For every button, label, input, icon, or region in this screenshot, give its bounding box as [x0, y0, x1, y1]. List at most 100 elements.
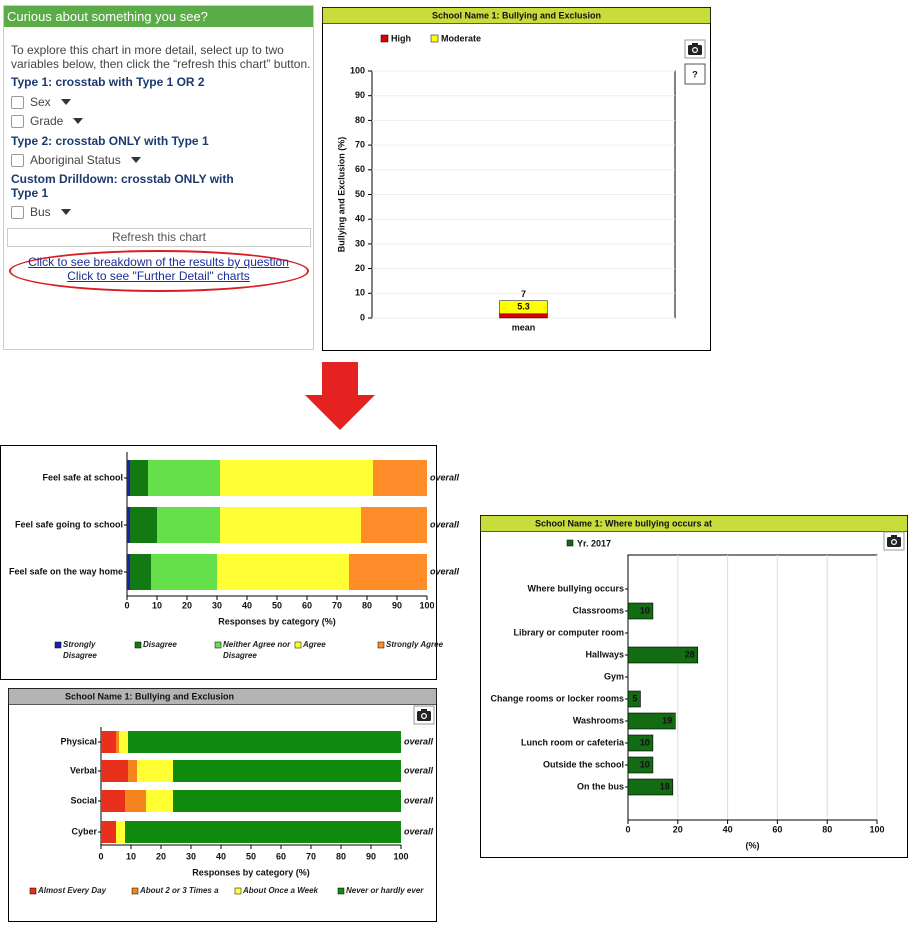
y-tick-label: Lunch room or cafeteria [521, 737, 625, 747]
value-label: 18 [660, 781, 670, 791]
dropdown-arrow[interactable] [60, 209, 71, 215]
legend-label: Moderate [441, 33, 481, 43]
row-label: overall [430, 566, 460, 576]
bar [128, 731, 401, 753]
camera-button[interactable] [883, 531, 905, 551]
link[interactable]: Click to see breakdown of the results by… [28, 255, 289, 269]
row-label: overall [404, 736, 434, 746]
help-icon: ? [692, 69, 698, 79]
refresh-button[interactable]: Refresh this chart [7, 228, 311, 247]
link[interactable]: Click to see "Further Detail" charts [67, 269, 250, 283]
x-tick-label: 20 [156, 851, 166, 861]
bar [151, 554, 217, 590]
x-tick-label: 80 [362, 600, 372, 610]
legend-item: Disagree [143, 640, 177, 649]
y-tick-label: Physical [60, 736, 97, 746]
checkbox[interactable] [11, 114, 24, 128]
bar [127, 460, 130, 496]
camera-icon [421, 713, 427, 719]
chart-frame [8, 688, 437, 922]
y-tick-label: 90 [355, 90, 365, 100]
camera-icon [892, 540, 896, 544]
x-tick-label: 0 [98, 851, 103, 861]
legend-swatch [380, 34, 389, 43]
checkbox[interactable] [11, 205, 24, 219]
option[interactable]: Aboriginal Status [11, 153, 141, 167]
value-label: 10 [640, 737, 650, 747]
bar [119, 731, 128, 753]
bar [627, 690, 641, 708]
y-tick-label: Outside the school [543, 759, 624, 769]
legend-item: Never or hardly ever [346, 886, 423, 895]
bar [127, 507, 130, 543]
bar [217, 554, 349, 590]
highlight-oval [9, 250, 309, 292]
y-tick-label: Where bullying occurs [527, 583, 624, 593]
value-label: 28 [685, 649, 695, 659]
option[interactable]: Sex [11, 95, 71, 109]
y-tick-label: 10 [355, 288, 365, 298]
dropdown-arrow[interactable] [60, 99, 71, 105]
option[interactable]: Bus [11, 205, 71, 219]
chart-title: School Name 1: Where bullying occurs at [535, 518, 712, 528]
checkbox[interactable] [11, 95, 24, 109]
legend-item: Agree [303, 640, 326, 649]
legend-swatch [54, 641, 62, 649]
option[interactable]: Grade [11, 114, 84, 128]
y-tick-label: Change rooms or locker rooms [490, 693, 624, 703]
chart-frame [480, 515, 908, 858]
legend-item: Almost Every Day [38, 886, 106, 895]
option-label: Grade [30, 114, 64, 128]
x-tick-label: 40 [242, 600, 252, 610]
bar [627, 602, 654, 620]
x-tick-label: 20 [182, 600, 192, 610]
legend-label: Disagree [143, 640, 177, 649]
row-label: overall [404, 795, 434, 805]
bar [349, 554, 427, 590]
y-tick-label: 70 [355, 139, 365, 149]
x-axis-label: Responses by category (%) [218, 616, 336, 626]
bar-segment [499, 313, 548, 319]
group-heading: Type 1: crosstab with Type 1 OR 2 [11, 75, 205, 89]
camera-icon [692, 47, 698, 53]
drilldown-panel: Curious about something you see? To expl… [3, 5, 314, 350]
y-tick-label: 80 [355, 115, 365, 125]
camera-button[interactable] [413, 705, 435, 725]
camera-icon [887, 537, 901, 547]
dropdown-arrow[interactable] [73, 118, 84, 124]
bar [148, 460, 220, 496]
legend-label: Neither Agree nor Disagree [223, 640, 291, 660]
dropdown-arrow[interactable] [130, 157, 141, 163]
camera-button[interactable] [684, 39, 706, 59]
legend-swatch [294, 641, 302, 649]
bar [101, 731, 116, 753]
bar [157, 507, 220, 543]
chart-header [480, 515, 908, 532]
bar [173, 760, 401, 782]
legend-swatch [337, 887, 345, 895]
group-heading: Type 2: crosstab ONLY with Type 1 [11, 134, 209, 148]
chart-title: School Name 1: Bullying and Exclusion [65, 691, 234, 701]
help-button[interactable] [684, 63, 706, 85]
option-label: Sex [30, 95, 51, 109]
checkbox[interactable] [11, 153, 24, 167]
y-tick-label: 40 [355, 214, 365, 224]
y-tick-label: Washrooms [573, 715, 624, 725]
legend-item: About 2 or 3 Times a [140, 886, 219, 895]
panel-header: Curious about something you see? [4, 6, 313, 27]
bar [627, 756, 654, 774]
legend-item: Strongly Disagree [63, 640, 97, 660]
y-tick-label: Classrooms [572, 605, 624, 615]
bar [128, 760, 137, 782]
panel-intro: To explore this chart in more detail, se… [11, 43, 311, 71]
value-label: 5.3 [517, 302, 530, 312]
y-tick-label: 30 [355, 238, 365, 248]
x-tick-label: 40 [216, 851, 226, 861]
legend-swatch [377, 641, 385, 649]
x-tick-label: 0 [124, 600, 129, 610]
y-tick-label: On the bus [577, 781, 624, 791]
value-label: 19 [662, 715, 672, 725]
y-tick-label: 20 [355, 263, 365, 273]
x-tick-label: mean [512, 322, 536, 332]
